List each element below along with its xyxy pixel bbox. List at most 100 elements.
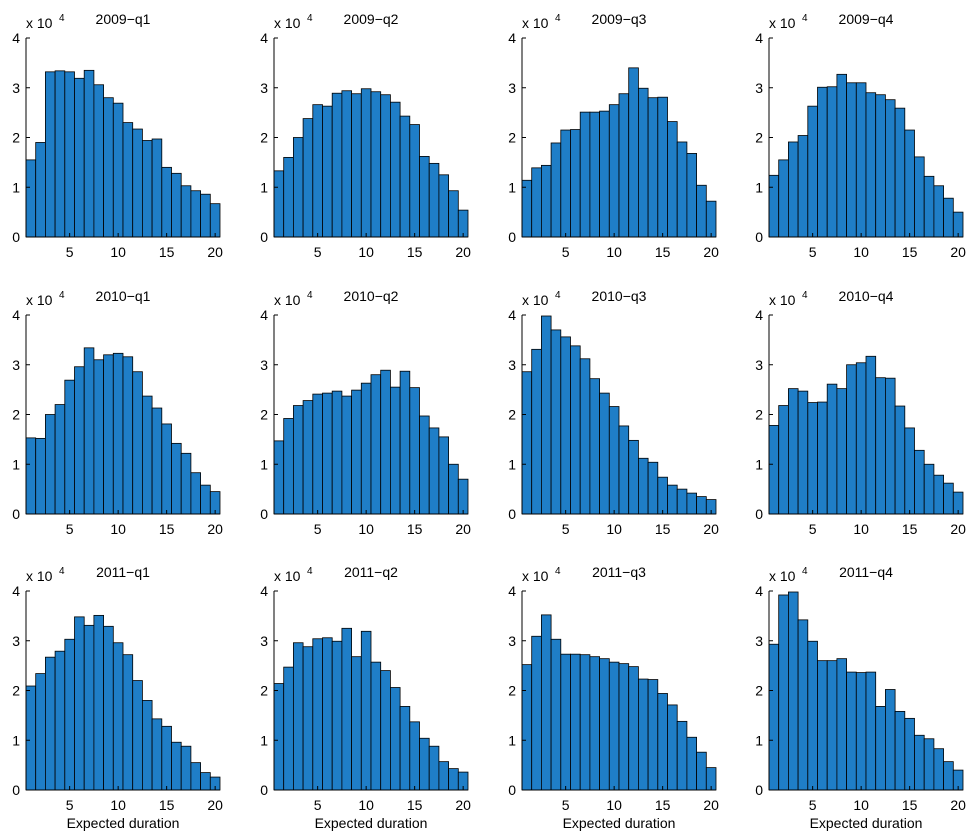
histogram-bar	[855, 672, 867, 791]
x-tick-label: 15	[407, 244, 423, 260]
histogram-bar	[846, 364, 857, 515]
x-tick-label: 5	[562, 521, 570, 537]
histogram-bar	[686, 492, 698, 515]
y-axis-multiplier: x 10	[769, 568, 796, 584]
histogram-bar	[608, 104, 620, 238]
histogram-bar	[676, 141, 688, 238]
y-tick-label: 4	[260, 583, 268, 599]
histogram-bar	[599, 110, 610, 238]
y-tick-label: 2	[12, 130, 20, 146]
y-tick-label: 1	[755, 179, 763, 195]
chart-title: 2011−q3	[592, 564, 646, 580]
histogram-bar	[283, 418, 294, 515]
histogram-bar	[599, 392, 610, 515]
x-tick-label: 10	[358, 797, 374, 813]
y-tick-label: 4	[755, 30, 763, 46]
histogram-bar	[667, 704, 678, 791]
y-tick-label: 0	[12, 782, 20, 798]
histogram-bar	[171, 172, 182, 238]
histogram-bar	[448, 768, 459, 791]
histogram-bar	[541, 315, 552, 515]
histogram-bar	[807, 402, 818, 515]
y-tick-label: 3	[755, 633, 763, 649]
x-tick-label: 5	[314, 244, 322, 260]
histogram-bar	[826, 660, 838, 791]
x-tick-label: 15	[159, 797, 175, 813]
histogram-bar	[190, 472, 201, 515]
histogram-bar	[933, 474, 945, 515]
histogram-bar	[93, 614, 105, 791]
histogram-bar	[570, 129, 581, 238]
y-tick-label: 4	[260, 30, 268, 46]
histogram-bar	[428, 162, 440, 238]
chart-panel-9: 0 1 2 3 4 5 10 15 20 x 10 4 2011−q1 Expected duratio…	[12, 564, 223, 831]
histogram-bar	[768, 174, 780, 238]
histogram-bar	[885, 99, 896, 238]
y-tick-label: 4	[260, 307, 268, 323]
histogram-bar	[45, 656, 56, 791]
histogram-bar	[132, 128, 143, 238]
histogram-bar	[35, 673, 46, 791]
x-tick-label: 20	[207, 797, 223, 813]
histogram-bar	[399, 370, 411, 515]
histogram-bar	[122, 122, 134, 238]
y-axis-multiplier: x 10	[522, 15, 549, 31]
histogram-bar	[705, 200, 717, 238]
histogram-bar	[312, 638, 323, 791]
histogram-bar	[667, 484, 678, 515]
histogram-bar	[638, 678, 649, 791]
histogram-bar	[943, 761, 954, 791]
histogram-bar	[209, 203, 221, 238]
histogram-bar	[161, 725, 172, 791]
histogram-bar	[933, 748, 945, 791]
histogram-bar	[788, 591, 799, 791]
histogram-bar	[807, 640, 818, 791]
histogram-bar	[531, 348, 542, 515]
histogram-bar	[409, 124, 420, 238]
y-tick-label: 4	[508, 30, 516, 46]
histogram-bar	[341, 627, 352, 791]
histogram-bar	[923, 463, 935, 515]
histogram-bar	[93, 359, 105, 515]
histogram-bar	[83, 347, 95, 515]
x-tick-label: 20	[950, 244, 966, 260]
histogram-bar	[579, 358, 591, 515]
chart-panel-10: 0 1 2 3 4 5 10 15 20 x 10 4 2011−q2 Expected duratio…	[260, 564, 471, 831]
x-tick-label: 20	[950, 521, 966, 537]
histogram-bar	[380, 94, 391, 238]
chart-panel-3: 0 1 2 3 4 5 10 15 20 x 10 4 2009−q3	[508, 11, 719, 260]
histogram-bar	[560, 129, 571, 238]
histogram-bar	[83, 624, 95, 791]
histogram-bar	[54, 650, 66, 791]
histogram-bar	[370, 661, 382, 791]
y-axis-multiplier-exponent: 4	[555, 566, 561, 577]
histogram-bar	[54, 70, 66, 238]
histogram-bar	[64, 379, 75, 515]
histogram-bar	[399, 706, 411, 791]
chart-title: 2010−q1	[96, 288, 151, 304]
y-tick-label: 3	[260, 80, 268, 96]
x-tick-label: 20	[207, 244, 223, 260]
y-tick-label: 1	[260, 732, 268, 748]
histogram-bar	[521, 179, 533, 238]
histogram-bar	[161, 166, 172, 238]
histogram-bar	[419, 737, 430, 791]
histogram-bar	[93, 84, 105, 238]
y-axis-multiplier: x 10	[26, 292, 53, 308]
histogram-bar	[200, 484, 211, 515]
histogram-bar	[618, 93, 630, 238]
chart-panel-12: 0 1 2 3 4 5 10 15 20 x 10 4 2011−q4 Expected duratio…	[755, 564, 966, 831]
histogram-bar	[341, 395, 352, 515]
histogram-bar	[778, 594, 789, 791]
x-tick-label: 20	[703, 521, 719, 537]
histogram-bar	[904, 717, 915, 791]
histogram-bar	[74, 366, 85, 515]
histogram-bar	[826, 383, 838, 515]
histogram-bar	[292, 137, 304, 238]
histogram-bar	[628, 439, 639, 515]
histogram-bar	[409, 387, 420, 515]
chart-title: 2009−q3	[592, 11, 647, 27]
histogram-bar	[541, 164, 552, 238]
y-tick-label: 0	[260, 782, 268, 798]
histogram-bar	[341, 90, 352, 238]
